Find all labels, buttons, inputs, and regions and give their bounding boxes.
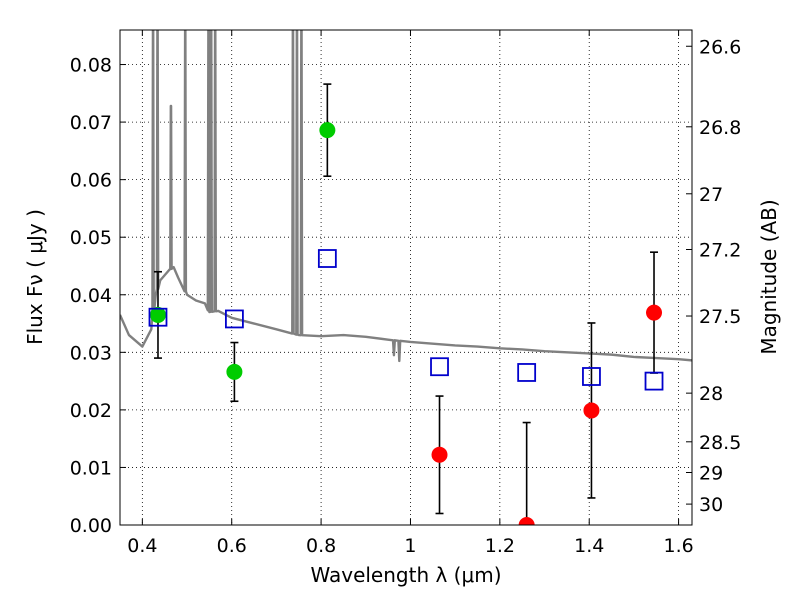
observed-flux-red-point bbox=[646, 304, 663, 321]
model-band-flux-square bbox=[517, 363, 537, 382]
magnitude-tick-label: 28.5 bbox=[699, 432, 741, 454]
x-tick-label: 1.4 bbox=[574, 535, 604, 557]
y-tick-label: 0.06 bbox=[70, 170, 112, 192]
y-tick-label: 0.08 bbox=[70, 55, 112, 77]
x-tick-label: 0.6 bbox=[217, 535, 247, 557]
y-axis-label: Flux Fν ( μJy ) bbox=[23, 209, 47, 345]
magnitude-tick-label: 30 bbox=[699, 494, 723, 516]
x-tick-label: 0.4 bbox=[127, 535, 157, 557]
magnitude-tick-label: 28 bbox=[699, 383, 723, 405]
x-tick-label: 1.2 bbox=[485, 535, 515, 557]
observed-flux-green-point bbox=[226, 363, 243, 380]
magnitude-tick-label: 26.6 bbox=[699, 36, 741, 58]
plot-content bbox=[120, 30, 692, 525]
y-tick-label: 0.02 bbox=[70, 400, 112, 422]
model-band-flux-square bbox=[430, 357, 449, 377]
y-tick-label: 0.05 bbox=[70, 227, 112, 249]
observed-flux-red-point bbox=[431, 446, 448, 463]
model-band-flux-square bbox=[224, 309, 244, 329]
magnitude-tick-label: 26.8 bbox=[699, 117, 741, 139]
x-tick-label: 1 bbox=[404, 535, 416, 557]
model-band-flux-square bbox=[317, 249, 337, 268]
model-spectrum bbox=[120, 30, 692, 363]
magnitude-tick-label: 29 bbox=[699, 463, 723, 485]
y-axis-ticks: 0.00 0.01 0.02 0.03 0.04 0.05 0.06 0.07 0.08 bbox=[70, 55, 126, 537]
model-band-flux-square bbox=[148, 307, 168, 327]
model-band-flux-square bbox=[582, 367, 601, 386]
magnitude-tick-label: 27.2 bbox=[699, 240, 741, 262]
magnitude-tick-label: 27.5 bbox=[699, 306, 741, 328]
y-tick-label: 0.03 bbox=[70, 342, 112, 364]
x-tick-label: 0.8 bbox=[306, 535, 336, 557]
magnitude-tick-label: 27 bbox=[699, 184, 723, 206]
observed-flux-green-point bbox=[149, 306, 166, 323]
plot-frame bbox=[119, 29, 693, 526]
observed-flux-green-point bbox=[319, 122, 336, 139]
x-tick-label: 1.6 bbox=[663, 535, 693, 557]
x-axis-ticks: 0.4 0.6 0.8 1 1.2 1.4 1.6 bbox=[127, 30, 694, 557]
observed-flux-red-point bbox=[518, 517, 535, 525]
y-tick-label: 0.07 bbox=[70, 112, 112, 134]
data-markers bbox=[148, 122, 664, 525]
x-axis-label: Wavelength λ (μm) bbox=[310, 563, 501, 587]
y-tick-label: 0.01 bbox=[70, 457, 112, 479]
observed-flux-red-point bbox=[583, 402, 600, 419]
magnitude-axis-ticks: 26.6 26.8 27 27.2 27.5 28 28.5 29 30 bbox=[686, 36, 741, 516]
model-band-flux-square bbox=[644, 371, 664, 391]
magnitude-axis-label: Magnitude (AB) bbox=[757, 199, 781, 354]
model-spectrum-line bbox=[120, 30, 692, 363]
y-tick-label: 0.00 bbox=[70, 515, 112, 537]
y-tick-label: 0.04 bbox=[70, 285, 112, 307]
